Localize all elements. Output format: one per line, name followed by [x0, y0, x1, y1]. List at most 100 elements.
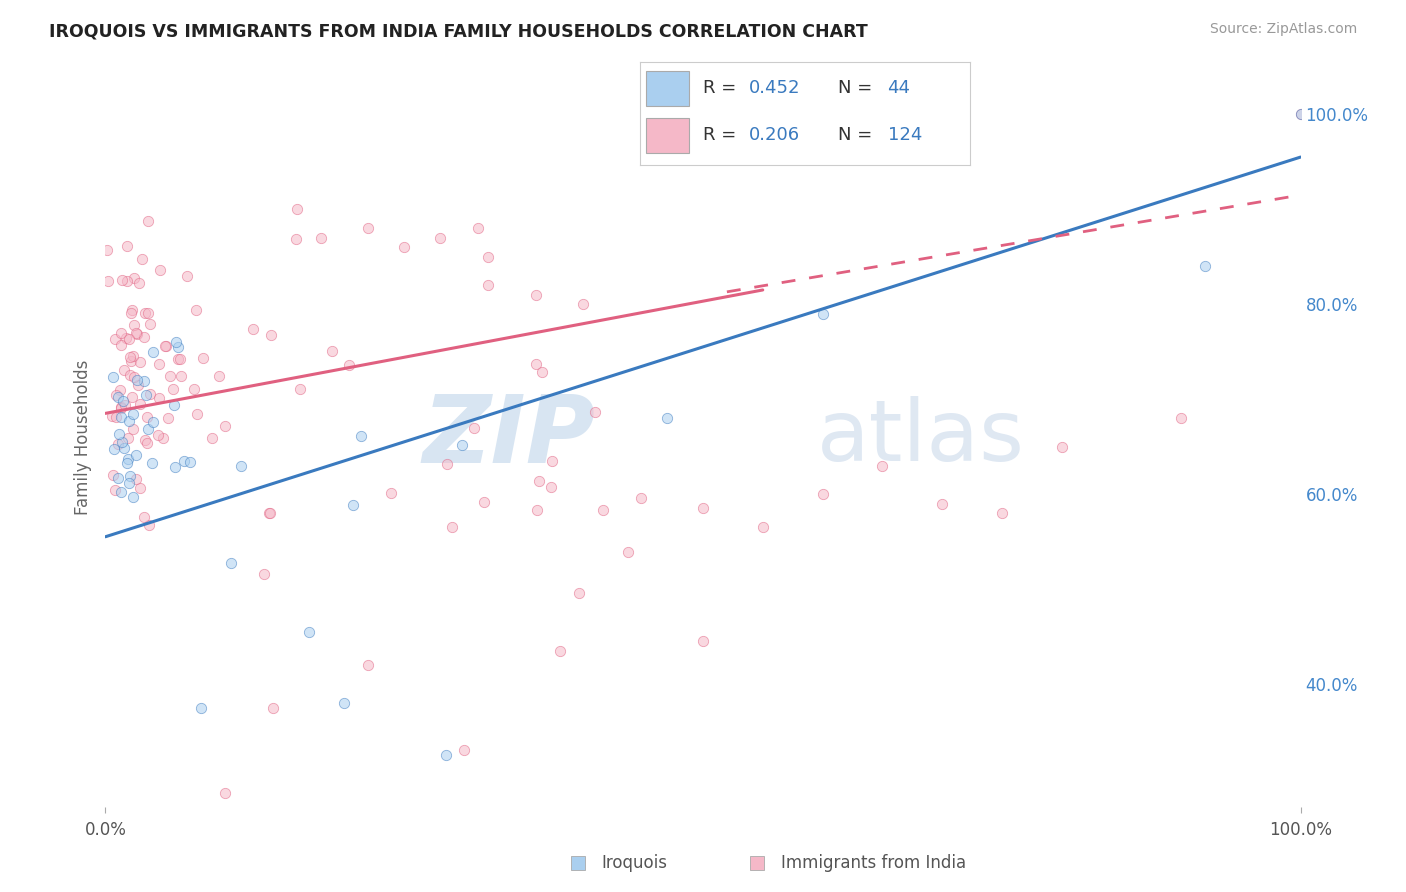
Point: [103, 442, 125, 457]
Point: [472, 495, 495, 509]
Point: [529, 474, 551, 488]
Text: atlas: atlas: [817, 395, 1025, 479]
Text: ZIP: ZIP: [423, 391, 596, 483]
Point: [186, 407, 208, 421]
Bar: [647, 70, 689, 105]
Point: [811, 487, 834, 501]
Point: [117, 452, 139, 467]
Point: [350, 428, 373, 442]
Point: [811, 307, 834, 321]
Point: [120, 368, 142, 382]
Point: [337, 358, 360, 372]
Point: [477, 250, 499, 264]
Text: 0.206: 0.206: [749, 127, 800, 145]
Point: [284, 232, 307, 246]
Point: [262, 700, 284, 714]
Point: [176, 268, 198, 283]
Point: [121, 422, 143, 436]
Point: [173, 454, 195, 468]
Point: [630, 491, 652, 505]
Point: [190, 700, 212, 714]
Point: [107, 390, 129, 404]
Point: [214, 786, 236, 800]
Point: [101, 409, 124, 423]
Point: [120, 306, 142, 320]
Point: [257, 506, 280, 520]
Point: [342, 498, 364, 512]
Bar: [647, 118, 689, 153]
Point: [434, 747, 457, 762]
Point: [1170, 411, 1192, 425]
Point: [260, 328, 283, 343]
Text: 44: 44: [887, 79, 911, 97]
Point: [285, 202, 308, 217]
Point: [104, 483, 127, 498]
Text: N =: N =: [838, 127, 877, 145]
Point: [453, 743, 475, 757]
Point: [135, 436, 157, 450]
Point: [111, 394, 134, 409]
Point: [146, 427, 169, 442]
Point: [156, 410, 179, 425]
Point: [131, 252, 153, 266]
Point: [114, 331, 136, 345]
Point: [110, 401, 132, 415]
Point: [531, 365, 554, 379]
Point: [120, 350, 142, 364]
Point: [120, 353, 142, 368]
Point: [111, 435, 134, 450]
Point: [110, 383, 132, 397]
Point: [101, 468, 124, 483]
Point: [309, 231, 332, 245]
Point: [135, 388, 157, 402]
Point: [104, 410, 127, 425]
Point: [1194, 259, 1216, 273]
Point: [121, 350, 143, 364]
Point: [125, 326, 148, 340]
Point: [125, 326, 148, 341]
Point: [107, 471, 129, 485]
Point: [136, 305, 159, 319]
Point: [655, 411, 678, 425]
Point: [165, 459, 187, 474]
Point: [128, 276, 150, 290]
Point: [110, 400, 132, 414]
Point: [201, 431, 224, 445]
Point: [122, 370, 145, 384]
Point: [110, 326, 132, 341]
Text: Source: ZipAtlas.com: Source: ZipAtlas.com: [1209, 22, 1357, 37]
Point: [138, 386, 160, 401]
Point: [392, 240, 416, 254]
Point: [429, 231, 451, 245]
Point: [127, 377, 149, 392]
Point: [110, 485, 132, 500]
Point: [118, 332, 141, 346]
Point: [138, 518, 160, 533]
Point: [125, 472, 148, 486]
Point: [118, 469, 141, 483]
Point: [97, 274, 120, 288]
Point: [1050, 440, 1073, 454]
Point: [169, 369, 191, 384]
Point: [110, 410, 132, 425]
Point: [290, 382, 312, 396]
Point: [112, 363, 135, 377]
Point: [153, 339, 176, 353]
Point: [692, 501, 714, 516]
Point: [162, 382, 184, 396]
Point: [441, 519, 464, 533]
Point: [242, 322, 264, 336]
Point: [436, 457, 458, 471]
Point: [526, 503, 548, 517]
Point: [132, 510, 155, 524]
Point: [134, 374, 156, 388]
Point: [1289, 107, 1312, 121]
Point: [148, 357, 170, 371]
Point: [122, 271, 145, 285]
Point: [135, 410, 157, 425]
Point: [583, 404, 606, 418]
Point: [122, 318, 145, 332]
Point: [128, 355, 150, 369]
Point: [155, 339, 177, 353]
Point: [540, 480, 562, 494]
